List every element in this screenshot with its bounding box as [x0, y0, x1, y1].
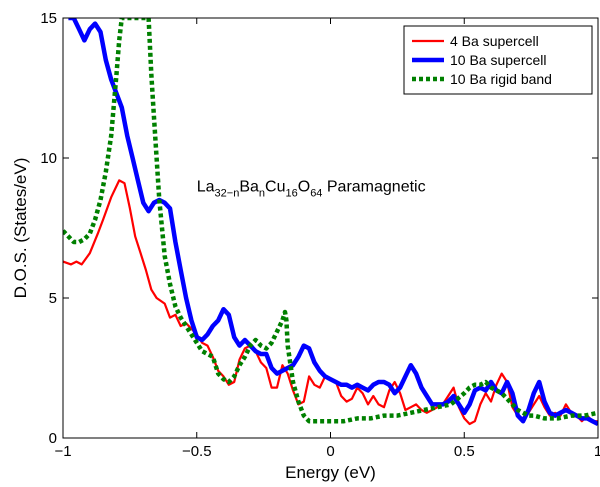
annotation-subscript: 32−n	[215, 188, 240, 200]
y-axis-label: D.O.S. (States/eV)	[11, 158, 30, 299]
x-axis-label: Energy (eV)	[285, 463, 376, 482]
legend-entries: 4 Ba supercell 10 Ba supercell 10 Ba rigid…	[412, 33, 552, 87]
annotation-subscript: n	[259, 188, 265, 200]
annotation-text: O	[298, 179, 310, 196]
x-tick-label: −1	[54, 443, 71, 460]
annotation-text: Ba	[239, 179, 259, 196]
x-tick-label: 0	[326, 443, 334, 460]
legend: 4 Ba supercell 10 Ba supercell 10 Ba rigid…	[403, 25, 593, 95]
legend-label-1: 10 Ba supercell	[450, 52, 547, 68]
y-tick-label: 5	[49, 290, 57, 307]
x-tick-label: 1	[594, 443, 600, 460]
annotation-text: Cu	[265, 179, 285, 196]
series-line-1	[68, 18, 598, 426]
y-tick-label: 10	[40, 150, 57, 167]
annotation-text: Paramagnetic	[322, 179, 425, 196]
x-tick-label: −0.5	[182, 443, 212, 460]
series-line-0	[63, 179, 598, 426]
series-layer	[63, 18, 598, 426]
series-line-2	[63, 18, 598, 424]
annotation-subscript: 16	[285, 188, 297, 200]
x-tick-label: 0.5	[454, 443, 475, 460]
formula-annotation: La32−nBanCu16O64 Paramagnetic	[197, 179, 426, 200]
y-tick-label: 15	[40, 10, 57, 27]
annotation-subscript: 64	[310, 188, 322, 200]
legend-label-2: 10 Ba rigid band	[450, 71, 552, 87]
legend-label-0: 4 Ba supercell	[450, 33, 539, 49]
y-tick-label: 0	[49, 430, 57, 447]
annotation-text: La	[197, 179, 215, 196]
